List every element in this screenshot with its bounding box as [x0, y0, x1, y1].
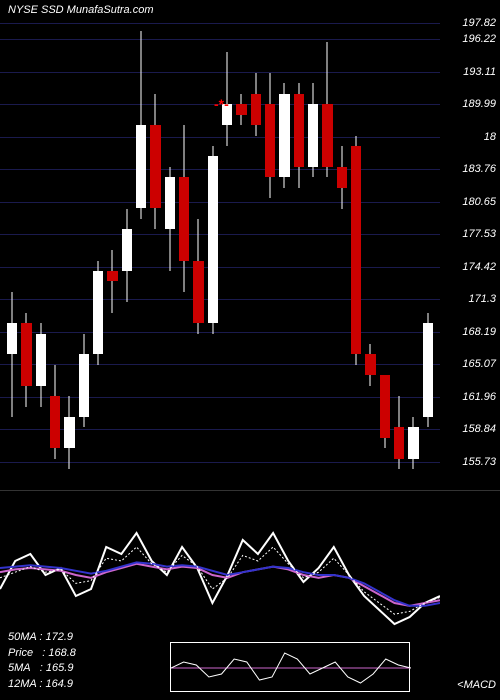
- candle-body: [64, 417, 74, 448]
- candle-body: [322, 104, 332, 167]
- chart-title: NYSE SSD MunafaSutra.com: [8, 4, 154, 16]
- candle-body: [150, 125, 160, 208]
- candle-body: [337, 167, 347, 188]
- candle-body: [179, 177, 189, 260]
- candle: [322, 0, 332, 490]
- candle: [64, 0, 74, 490]
- candle-body: [308, 104, 318, 167]
- candle-body: [165, 177, 175, 229]
- candle: [165, 0, 175, 490]
- candle-body: [365, 354, 375, 375]
- y-axis-label: 193.11: [463, 66, 496, 78]
- candle-body: [279, 94, 289, 177]
- candle: [265, 0, 275, 490]
- candle: [408, 0, 418, 490]
- candle: [7, 0, 17, 490]
- candle-body: [208, 156, 218, 323]
- chart-marker: -*-: [214, 96, 229, 112]
- candle-body: [50, 396, 60, 448]
- candle: [351, 0, 361, 490]
- candle: [222, 0, 232, 490]
- stat-price: Price : 168.8: [8, 646, 76, 661]
- candle: [394, 0, 404, 490]
- y-axis-label: 177.53: [462, 228, 496, 240]
- candle: [21, 0, 31, 490]
- y-axis-label: 197.82: [462, 17, 496, 29]
- candle: [380, 0, 390, 490]
- candle-body: [7, 323, 17, 354]
- y-axis-label: 174.42: [462, 261, 496, 273]
- y-axis: 197.82 196.22 193.11 189.99 18 183.76 180.65 17…: [440, 0, 500, 490]
- candle: [36, 0, 46, 490]
- indicator-panel: 50MA : 172.9 Price : 168.8 5MA : 165.9 1…: [0, 490, 500, 700]
- macd-chart: [171, 643, 411, 693]
- candle-body: [107, 271, 117, 281]
- candle-body: [136, 125, 146, 208]
- candle-body: [351, 146, 361, 355]
- candles: [0, 0, 440, 490]
- candle: [179, 0, 189, 490]
- candle: [337, 0, 347, 490]
- candle-body: [251, 94, 261, 125]
- candle: [93, 0, 103, 490]
- price-panel: -*-: [0, 0, 440, 490]
- candle-body: [93, 271, 103, 354]
- y-axis-label: 171.3: [468, 293, 496, 305]
- y-axis-label: 155.73: [462, 456, 496, 468]
- y-axis-label: 161.96: [462, 391, 496, 403]
- stat-5ma: 5MA : 165.9: [8, 661, 76, 676]
- y-axis-label: 168.19: [462, 326, 496, 338]
- y-axis-label: 180.65: [462, 196, 496, 208]
- candle: [279, 0, 289, 490]
- candle: [251, 0, 261, 490]
- candle: [122, 0, 132, 490]
- candle: [308, 0, 318, 490]
- candle: [208, 0, 218, 490]
- candle-body: [21, 323, 31, 386]
- stats-box: 50MA : 172.9 Price : 168.8 5MA : 165.9 1…: [8, 630, 76, 692]
- y-axis-label: 165.07: [462, 358, 496, 370]
- candle: [236, 0, 246, 490]
- y-axis-label: 189.99: [462, 98, 496, 110]
- stat-12ma: 12MA : 164.9: [8, 677, 76, 692]
- candle-body: [36, 334, 46, 386]
- candle: [107, 0, 117, 490]
- y-axis-label: 18: [484, 131, 496, 143]
- stat-50ma: 50MA : 172.9: [8, 630, 76, 645]
- y-axis-label: 196.22: [462, 33, 496, 45]
- candle-body: [423, 323, 433, 417]
- macd-label: <MACD: [457, 678, 496, 692]
- candle: [150, 0, 160, 490]
- candle-wick: [12, 292, 13, 417]
- indicator-lines: [0, 491, 440, 631]
- candle-body: [79, 354, 89, 417]
- candle: [136, 0, 146, 490]
- candle-body: [294, 94, 304, 167]
- candle: [365, 0, 375, 490]
- candle: [423, 0, 433, 490]
- candle: [193, 0, 203, 490]
- candle-body: [265, 104, 275, 177]
- candle-body: [380, 375, 390, 438]
- candle-body: [193, 261, 203, 324]
- candle-body: [408, 427, 418, 458]
- candle: [294, 0, 304, 490]
- candle: [79, 0, 89, 490]
- candle-body: [394, 427, 404, 458]
- y-axis-label: 158.84: [462, 423, 496, 435]
- candle: [50, 0, 60, 490]
- chart-container: NYSE SSD MunafaSutra.com -*- 197.82 196.2…: [0, 0, 500, 700]
- indicator-line-white: [0, 533, 440, 624]
- macd-inset: [170, 642, 410, 692]
- candle-body: [122, 229, 132, 271]
- candle-body: [236, 104, 246, 114]
- y-axis-label: 183.76: [462, 163, 496, 175]
